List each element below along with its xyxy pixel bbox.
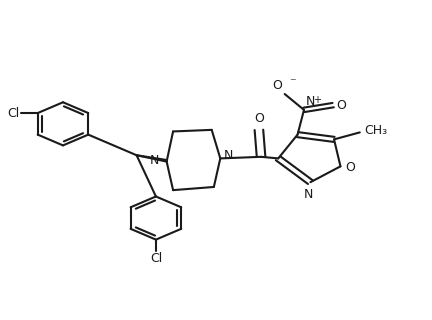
Text: N: N <box>149 155 159 167</box>
Text: O: O <box>337 99 346 112</box>
Text: ⁻: ⁻ <box>289 76 295 89</box>
Text: Cl: Cl <box>7 107 20 120</box>
Text: O: O <box>254 112 264 125</box>
Text: +: + <box>314 95 321 105</box>
Text: N: N <box>304 188 313 201</box>
Text: O: O <box>346 161 356 174</box>
Text: CH₃: CH₃ <box>364 124 387 137</box>
Text: O: O <box>273 79 283 92</box>
Text: N: N <box>224 149 233 162</box>
Text: N: N <box>306 95 315 108</box>
Text: Cl: Cl <box>150 252 162 265</box>
